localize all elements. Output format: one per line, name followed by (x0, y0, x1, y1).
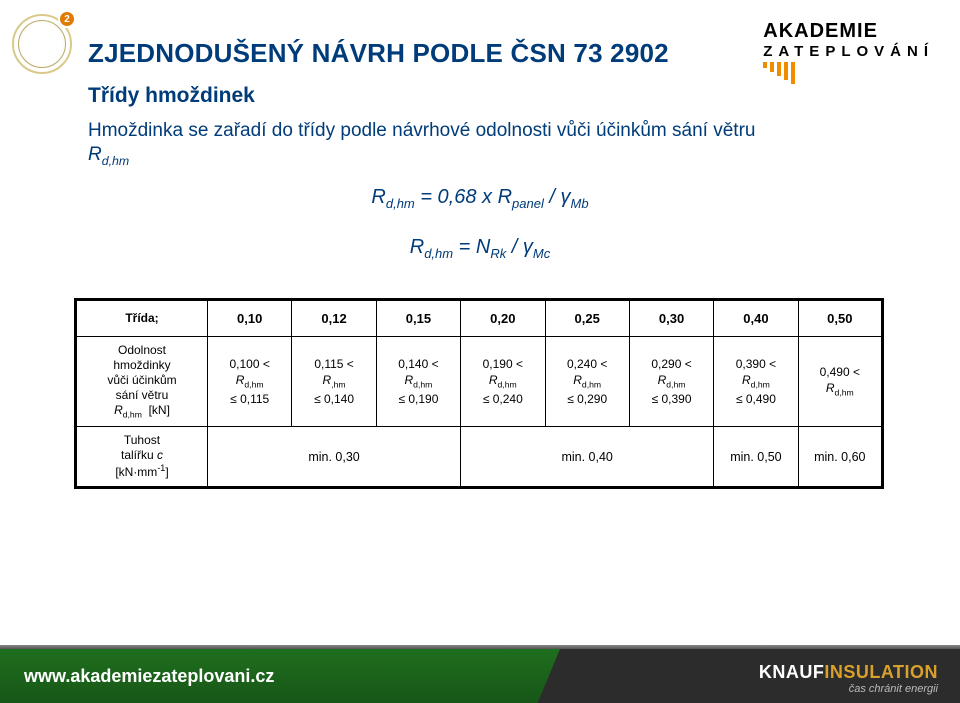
row1-head: Třída; (76, 300, 208, 337)
class-cell: 0,40 (714, 300, 798, 337)
equation-2: Rd,hm = NRk / γMc (0, 236, 960, 261)
knauf-wordmark: KNAUFINSULATION (759, 662, 938, 683)
table-row-header: Třída; 0,100,120,150,200,250,300,400,50 (76, 300, 883, 337)
class-table: Třída; 0,100,120,150,200,250,300,400,50 … (74, 298, 884, 489)
table-row-ranges: Odolnosthmoždinkyvůči účinkůmsání větruR… (76, 337, 883, 427)
class-cell: 0,50 (798, 300, 882, 337)
brand-bars-icon (763, 62, 934, 84)
row3-head: Tuhosttalířku c[kN·mm-1] (76, 427, 208, 488)
footer: www.akademiezateplovani.cz KNAUFINSULATI… (0, 649, 960, 703)
range-cell: 0,390 <Rd,hm≤ 0,490 (714, 337, 798, 427)
footer-url[interactable]: www.akademiezateplovani.cz (24, 666, 274, 687)
range-cell: 0,190 <Rd,hm≤ 0,240 (461, 337, 545, 427)
class-cell: 0,20 (461, 300, 545, 337)
range-cell: 0,100 <Rd,hm≤ 0,115 (208, 337, 292, 427)
badge-number: 2 (58, 10, 76, 28)
class-cell: 0,15 (376, 300, 460, 337)
class-cell: 0,30 (629, 300, 713, 337)
page-title: ZJEDNODUŠENÝ NÁVRH PODLE ČSN 73 2902 (88, 38, 669, 69)
class-cell: 0,10 (208, 300, 292, 337)
table-row-stiffness: Tuhosttalířku c[kN·mm-1] min. 0,30min. 0… (76, 427, 883, 488)
academy-seal-logo: 2 (12, 14, 72, 74)
stiffness-cell: min. 0,30 (208, 427, 461, 488)
knauf-tagline: čas chránit energii (759, 683, 938, 695)
stiffness-cell: min. 0,60 (798, 427, 882, 488)
range-cell: 0,490 <Rd,hm (798, 337, 882, 427)
stiffness-cell: min. 0,40 (461, 427, 714, 488)
range-cell: 0,115 <R,hm≤ 0,140 (292, 337, 376, 427)
brand-wordmark: AKADEMIE ZATEPLOVÁNÍ (763, 20, 934, 84)
class-cell: 0,25 (545, 300, 629, 337)
brand-line-2: ZATEPLOVÁNÍ (763, 43, 934, 60)
equation-1: Rd,hm = 0,68 x Rpanel / γMb (0, 186, 960, 211)
brand-line-1: AKADEMIE (763, 20, 934, 43)
range-cell: 0,240 <Rd,hm≤ 0,290 (545, 337, 629, 427)
section-subtitle: Třídy hmoždinek (88, 84, 255, 108)
footer-green-band: www.akademiezateplovani.cz (0, 649, 560, 703)
intro-text: Hmoždinka se zařadí do třídy podle návrh… (88, 120, 755, 142)
range-cell: 0,290 <Rd,hm≤ 0,390 (629, 337, 713, 427)
range-cell: 0,140 <Rd,hm≤ 0,190 (376, 337, 460, 427)
row2-head: Odolnosthmoždinkyvůči účinkůmsání větruR… (76, 337, 208, 427)
knauf-logo: KNAUFINSULATION čas chránit energii (759, 662, 938, 695)
stiffness-cell: min. 0,50 (714, 427, 798, 488)
rdhm-symbol: Rd,hm (88, 144, 129, 168)
class-cell: 0,12 (292, 300, 376, 337)
